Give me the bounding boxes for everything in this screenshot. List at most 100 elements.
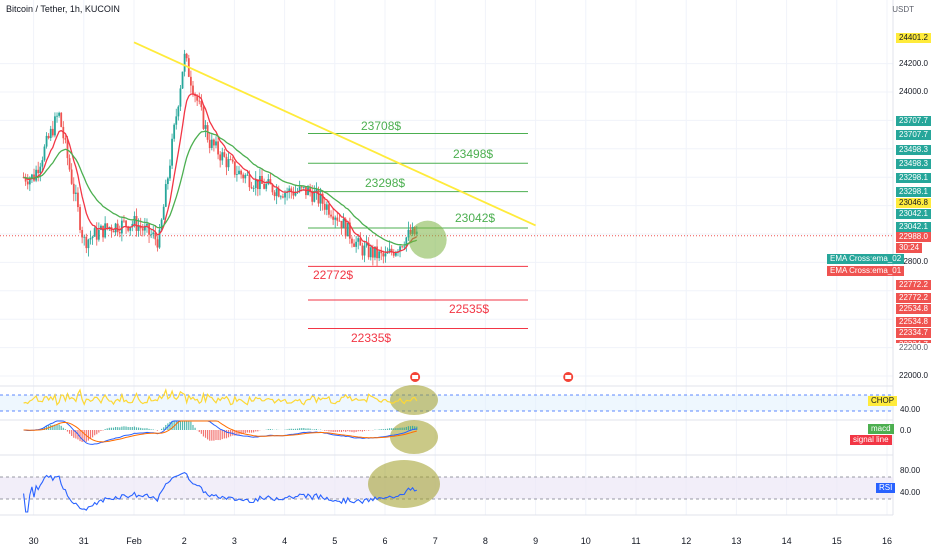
candle-body [93, 228, 96, 237]
candle-body [403, 246, 406, 248]
price-axis-tag: 22534.8 [896, 317, 931, 327]
rsi-axis-tick: 80.00 [900, 466, 921, 475]
candle-body [394, 252, 397, 256]
candle-body [166, 178, 169, 185]
price-axis-tag: 23046.8 [896, 198, 931, 208]
candle-body [269, 179, 272, 185]
candle-body [282, 196, 284, 198]
candle-body [169, 165, 171, 179]
candle-body [83, 236, 86, 238]
candle-body [399, 246, 401, 252]
pane-backgrounds [0, 394, 893, 500]
candle-body [125, 220, 127, 227]
chop-highlight [390, 385, 438, 415]
time-tick-label: 3 [232, 536, 237, 546]
time-tick-label: 2 [182, 536, 187, 546]
candle-body [137, 226, 140, 231]
time-tick-label: 7 [433, 536, 438, 546]
level-label: 23042$ [455, 211, 496, 225]
candle-body [173, 124, 176, 139]
candle-body [68, 158, 71, 170]
us-flag-stripe-icon [412, 375, 419, 379]
time-tick-label: 8 [483, 536, 488, 546]
candle-body [91, 236, 94, 239]
price-axis-tag: 22334.7 [896, 328, 931, 338]
candle-body [330, 214, 332, 217]
candle-body [104, 223, 107, 238]
candle-body [407, 229, 410, 238]
time-tick-label: 13 [731, 536, 741, 546]
candle-body [54, 116, 56, 136]
candle-body [244, 175, 247, 179]
candle-body [28, 178, 31, 185]
candle-body [357, 238, 360, 242]
candle-body [311, 191, 314, 202]
time-tick-label: 5 [332, 536, 337, 546]
rsi-tag: RSI [876, 483, 896, 493]
ema-slow-line [23, 130, 418, 246]
time-tick-label: 10 [581, 536, 591, 546]
candle-body [300, 186, 303, 188]
level-label: 23298$ [365, 176, 406, 190]
candle-body [41, 160, 44, 167]
candle-body [89, 238, 92, 240]
candle-body [363, 245, 366, 256]
price-tick-label: 24000.0 [899, 87, 928, 96]
candle-body [271, 184, 274, 193]
price-tick-label: 24200.0 [899, 58, 928, 68]
ema-lines [23, 93, 418, 254]
time-tick-label: 16 [882, 536, 892, 546]
candle-body [162, 206, 165, 220]
chop-axis-tick: 40.00 [900, 405, 921, 414]
candle-body [208, 139, 211, 148]
ema-cross-legend-tag: EMA Cross:ema_02 [827, 254, 905, 264]
candle-body [43, 146, 46, 161]
candle-body [292, 191, 295, 196]
candle-body [380, 251, 383, 254]
candle-body [189, 76, 192, 86]
event-markers [410, 372, 574, 382]
candle-body [160, 219, 163, 230]
candle-body [112, 231, 115, 233]
candle-body [313, 191, 316, 202]
time-tick-label: Feb [126, 536, 142, 546]
candle-body [231, 159, 234, 162]
candle-body [242, 174, 245, 179]
price-axis-tag: 22988.0 [896, 232, 931, 242]
price-axis-tag: 22772.2 [896, 280, 931, 290]
price-axis-tag: 24401.2 [896, 33, 931, 43]
price-tick-label: 22800.0 [899, 257, 928, 267]
candle-body [152, 232, 155, 235]
candle-body [196, 96, 199, 101]
candle-body [240, 170, 242, 175]
candle-body [141, 228, 144, 231]
time-tick-label: 4 [282, 536, 287, 546]
candle-body [386, 252, 389, 254]
candle-body [74, 192, 77, 194]
candle-body [229, 159, 232, 160]
chop-tag: CHOP [868, 396, 898, 406]
candle-body [129, 226, 132, 231]
candle-body [361, 245, 364, 256]
time-tick-label: 30 [29, 536, 39, 546]
candle-body [309, 187, 312, 192]
candle-body [223, 152, 226, 157]
candle-body [250, 187, 253, 189]
time-tick-label: 9 [533, 536, 538, 546]
macd-tag: signal line [850, 435, 892, 445]
candle-body [204, 125, 207, 129]
candle-body [127, 226, 130, 231]
candle-body [148, 223, 150, 235]
candle-body [334, 217, 337, 220]
candle-body [51, 128, 54, 136]
candle-body [382, 253, 385, 257]
us-flag-stripe-icon [565, 375, 572, 379]
axis-unit: USDT [892, 5, 914, 14]
price-axis-tag: 23042.1 [896, 222, 931, 232]
candle-body [79, 207, 81, 231]
candle-body [24, 177, 27, 182]
candle-body [236, 174, 238, 175]
candle-body [227, 159, 230, 168]
candle-body [288, 188, 291, 193]
